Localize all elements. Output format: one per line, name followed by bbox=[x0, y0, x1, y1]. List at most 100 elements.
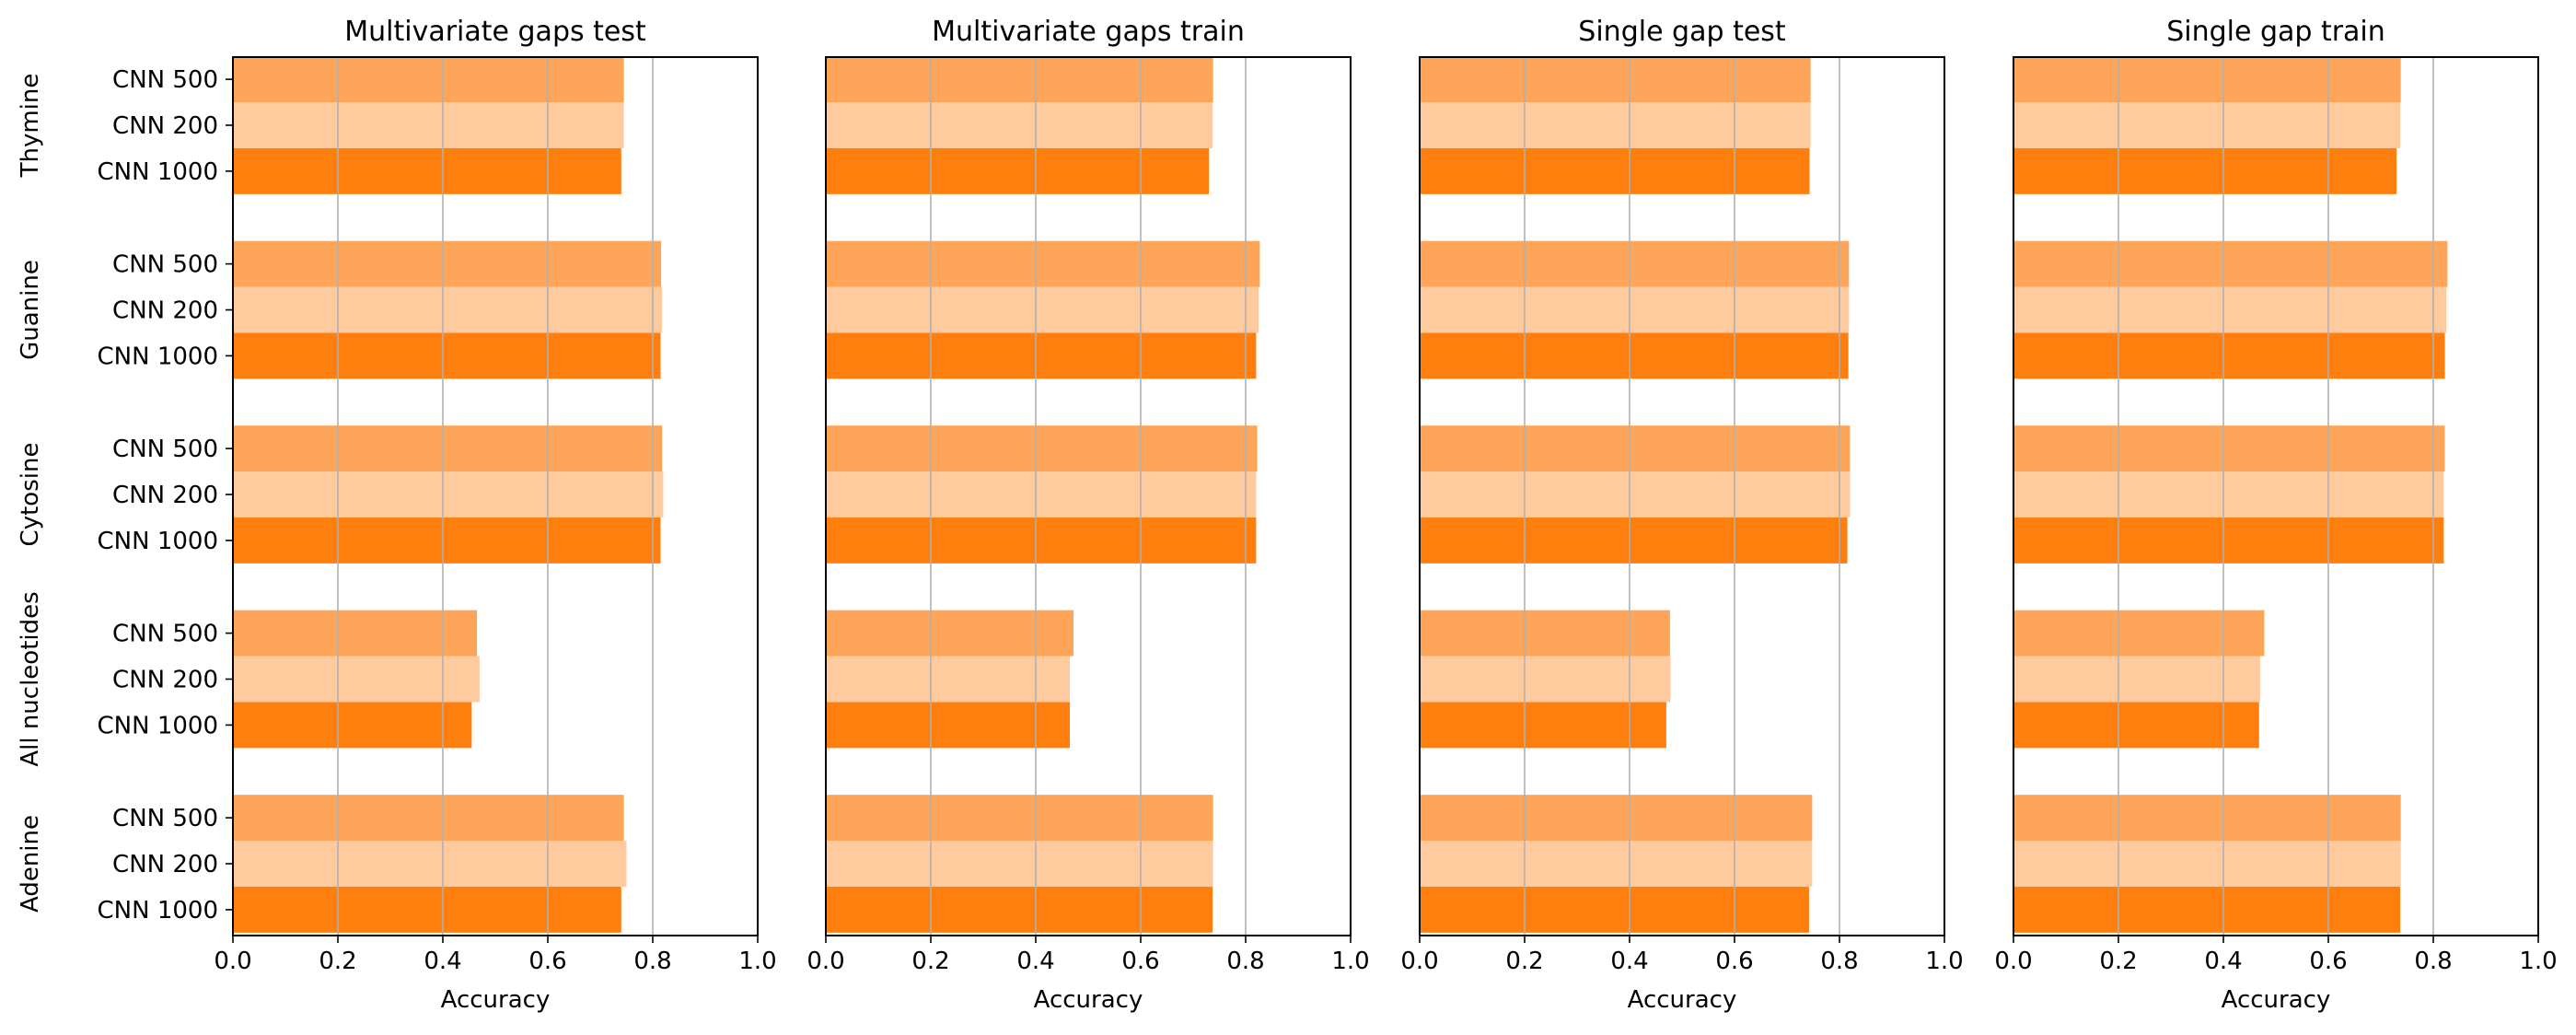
x-tick-label-multivariate-gaps-train-2: 0.4 bbox=[1016, 948, 1054, 975]
bar-single-gap-test-adenine-cnn-200 bbox=[1420, 841, 1813, 887]
y-tick-label-adenine-cnn-1000: CNN 1000 bbox=[98, 897, 219, 925]
bar-multivariate-gaps-test-guanine-cnn-500 bbox=[233, 240, 662, 287]
y-tick-label-adenine-cnn-200: CNN 200 bbox=[112, 851, 218, 878]
bar-multivariate-gaps-test-cytosine-cnn-1000 bbox=[233, 517, 661, 564]
y-tick-label-cytosine-cnn-500: CNN 500 bbox=[112, 436, 218, 463]
bar-single-gap-train-cytosine-cnn-500 bbox=[2013, 425, 2445, 472]
y-tick-label-all-nucleotides-cnn-200: CNN 200 bbox=[112, 667, 218, 694]
bar-single-gap-test-all-nucleotides-cnn-1000 bbox=[1420, 702, 1666, 749]
panel-title-multivariate-gaps-test: Multivariate gaps test bbox=[344, 16, 646, 48]
x-tick-label-multivariate-gaps-test-5: 1.0 bbox=[738, 948, 776, 975]
bar-single-gap-train-thymine-cnn-1000 bbox=[2013, 147, 2397, 194]
x-tick-label-multivariate-gaps-train-5: 1.0 bbox=[1331, 948, 1369, 975]
y-tick-label-cytosine-cnn-1000: CNN 1000 bbox=[98, 528, 219, 555]
panel-title-single-gap-train: Single gap train bbox=[2166, 16, 2385, 48]
x-tick-label-single-gap-train-2: 0.4 bbox=[2204, 948, 2242, 975]
x-axis-label-single-gap-train: Accuracy bbox=[2222, 986, 2331, 1014]
bar-single-gap-train-thymine-cnn-500 bbox=[2013, 56, 2401, 103]
bar-single-gap-train-adenine-cnn-500 bbox=[2013, 795, 2401, 842]
y-tick-label-guanine-cnn-200: CNN 200 bbox=[112, 297, 218, 325]
bar-single-gap-test-cytosine-cnn-200 bbox=[1420, 471, 1851, 518]
y-tick-label-guanine-cnn-500: CNN 500 bbox=[112, 251, 218, 279]
y-tick-label-all-nucleotides-cnn-500: CNN 500 bbox=[112, 621, 218, 648]
axes-frame-multivariate-gaps-test bbox=[232, 56, 759, 936]
bar-multivariate-gaps-train-all-nucleotides-cnn-1000 bbox=[826, 702, 1071, 749]
bar-single-gap-test-guanine-cnn-1000 bbox=[1420, 332, 1849, 379]
bar-multivariate-gaps-train-cytosine-cnn-1000 bbox=[826, 517, 1257, 564]
bar-single-gap-train-guanine-cnn-200 bbox=[2013, 286, 2447, 333]
bar-single-gap-train-cytosine-cnn-1000 bbox=[2013, 517, 2444, 564]
axes-frame-multivariate-gaps-train bbox=[825, 56, 1352, 936]
bar-single-gap-train-guanine-cnn-1000 bbox=[2013, 332, 2445, 379]
bar-multivariate-gaps-train-thymine-cnn-1000 bbox=[826, 147, 1210, 194]
panel-title-multivariate-gaps-train: Multivariate gaps train bbox=[932, 16, 1245, 48]
group-label-all-nucleotides: All nucleotides bbox=[17, 591, 44, 766]
x-tick-label-multivariate-gaps-train-0: 0.0 bbox=[806, 948, 844, 975]
bar-multivariate-gaps-test-adenine-cnn-500 bbox=[233, 795, 624, 842]
group-label-guanine: Guanine bbox=[17, 260, 44, 360]
x-tick-label-multivariate-gaps-test-1: 0.2 bbox=[319, 948, 356, 975]
bar-single-gap-train-cytosine-cnn-200 bbox=[2013, 471, 2444, 518]
bar-multivariate-gaps-train-thymine-cnn-200 bbox=[826, 102, 1213, 148]
bar-multivariate-gaps-train-adenine-cnn-500 bbox=[826, 795, 1213, 842]
axes-frame-single-gap-test bbox=[1419, 56, 1945, 936]
group-label-cytosine: Cytosine bbox=[17, 443, 44, 547]
x-tick-label-single-gap-train-0: 0.0 bbox=[1994, 948, 2032, 975]
bar-multivariate-gaps-train-guanine-cnn-1000 bbox=[826, 332, 1257, 379]
bar-multivariate-gaps-test-all-nucleotides-cnn-500 bbox=[233, 610, 478, 657]
x-axis-label-multivariate-gaps-train: Accuracy bbox=[1034, 986, 1143, 1014]
y-tick-label-all-nucleotides-cnn-1000: CNN 1000 bbox=[98, 712, 219, 739]
bar-multivariate-gaps-test-cytosine-cnn-200 bbox=[233, 471, 664, 518]
y-tick-label-adenine-cnn-500: CNN 500 bbox=[112, 805, 218, 832]
x-tick-label-single-gap-test-2: 0.4 bbox=[1610, 948, 1648, 975]
bar-multivariate-gaps-train-all-nucleotides-cnn-500 bbox=[826, 610, 1074, 657]
x-tick-label-multivariate-gaps-test-4: 0.8 bbox=[633, 948, 671, 975]
bar-single-gap-train-all-nucleotides-cnn-200 bbox=[2013, 656, 2260, 703]
bar-single-gap-test-thymine-cnn-200 bbox=[1420, 102, 1811, 148]
x-tick-label-single-gap-test-5: 1.0 bbox=[1925, 948, 1963, 975]
bar-single-gap-test-adenine-cnn-1000 bbox=[1420, 886, 1809, 933]
bar-multivariate-gaps-test-guanine-cnn-200 bbox=[233, 286, 663, 333]
bar-single-gap-test-cytosine-cnn-1000 bbox=[1420, 517, 1848, 564]
bar-multivariate-gaps-train-adenine-cnn-1000 bbox=[826, 886, 1213, 933]
bar-single-gap-test-cytosine-cnn-500 bbox=[1420, 425, 1851, 472]
x-axis-label-single-gap-test: Accuracy bbox=[1628, 986, 1737, 1014]
bar-single-gap-train-all-nucleotides-cnn-500 bbox=[2013, 610, 2265, 657]
y-tick-label-cytosine-cnn-200: CNN 200 bbox=[112, 482, 218, 509]
bar-single-gap-test-thymine-cnn-1000 bbox=[1420, 147, 1810, 194]
x-tick-label-single-gap-train-5: 1.0 bbox=[2519, 948, 2557, 975]
bar-multivariate-gaps-train-cytosine-cnn-500 bbox=[826, 425, 1258, 472]
group-label-adenine: Adenine bbox=[17, 815, 44, 913]
bar-single-gap-train-adenine-cnn-1000 bbox=[2013, 886, 2401, 933]
x-tick-label-single-gap-test-3: 0.6 bbox=[1715, 948, 1753, 975]
x-tick-label-multivariate-gaps-train-4: 0.8 bbox=[1226, 948, 1264, 975]
bar-multivariate-gaps-train-adenine-cnn-200 bbox=[826, 841, 1213, 887]
bar-multivariate-gaps-test-thymine-cnn-500 bbox=[233, 56, 624, 103]
panel-title-single-gap-test: Single gap test bbox=[1578, 16, 1786, 48]
bar-single-gap-test-guanine-cnn-500 bbox=[1420, 240, 1850, 287]
x-tick-label-multivariate-gaps-test-0: 0.0 bbox=[214, 948, 251, 975]
bar-single-gap-train-thymine-cnn-200 bbox=[2013, 102, 2401, 148]
bar-multivariate-gaps-test-all-nucleotides-cnn-1000 bbox=[233, 702, 472, 749]
bar-multivariate-gaps-train-cytosine-cnn-200 bbox=[826, 471, 1257, 518]
bar-multivariate-gaps-test-adenine-cnn-200 bbox=[233, 841, 627, 887]
x-tick-label-single-gap-test-0: 0.0 bbox=[1400, 948, 1438, 975]
y-tick-label-thymine-cnn-1000: CNN 1000 bbox=[98, 158, 219, 186]
x-tick-label-single-gap-test-1: 0.2 bbox=[1505, 948, 1543, 975]
bar-multivariate-gaps-test-guanine-cnn-1000 bbox=[233, 332, 661, 379]
x-tick-label-multivariate-gaps-train-3: 0.6 bbox=[1121, 948, 1159, 975]
bar-multivariate-gaps-test-thymine-cnn-200 bbox=[233, 102, 624, 148]
bar-single-gap-train-adenine-cnn-200 bbox=[2013, 841, 2401, 887]
bar-multivariate-gaps-train-guanine-cnn-500 bbox=[826, 240, 1260, 287]
bar-single-gap-train-guanine-cnn-500 bbox=[2013, 240, 2448, 287]
x-tick-label-single-gap-test-4: 0.8 bbox=[1820, 948, 1858, 975]
x-tick-label-single-gap-train-4: 0.8 bbox=[2414, 948, 2452, 975]
group-label-thymine: Thymine bbox=[17, 74, 44, 179]
bar-single-gap-test-adenine-cnn-500 bbox=[1420, 795, 1813, 842]
bar-single-gap-test-all-nucleotides-cnn-500 bbox=[1420, 610, 1670, 657]
x-tick-label-single-gap-train-3: 0.6 bbox=[2309, 948, 2347, 975]
axes-frame-single-gap-train bbox=[2013, 56, 2539, 936]
bar-multivariate-gaps-test-adenine-cnn-1000 bbox=[233, 886, 621, 933]
